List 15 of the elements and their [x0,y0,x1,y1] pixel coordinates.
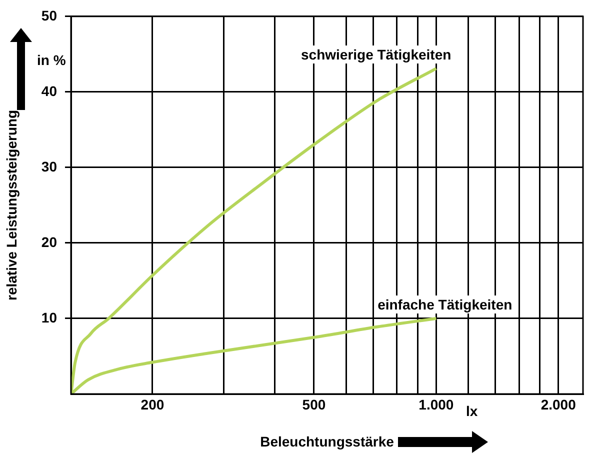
x-axis-title: Beleuchtungsstärke [260,433,394,450]
series-label: einfache Tätigkeiten [378,296,512,312]
y-tick-label: 50 [41,7,58,24]
y-tick-label: 30 [41,158,58,174]
y-tick-label: 20 [41,234,58,250]
x-tick-label: 2.000 [540,396,576,412]
x-tick-label: 200 [140,396,164,412]
y-tick-label: 40 [41,82,58,99]
text: lx [466,403,478,419]
y-axis-title: relative Leistungssteigerung [3,110,20,301]
text: in % [37,52,66,68]
y-tick-label: 10 [41,309,58,326]
x-tick-label: 1.000 [418,396,454,412]
x-tick-label: 500 [302,396,326,412]
series-label: schwierige Tätigkeiten [301,46,452,62]
